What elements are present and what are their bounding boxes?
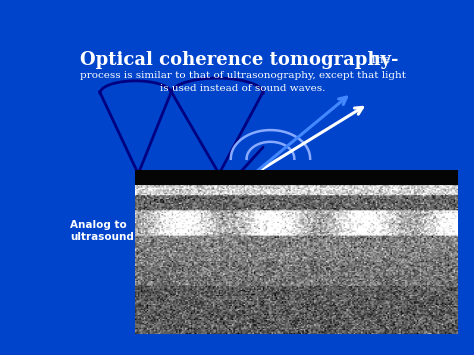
Text: The: The xyxy=(370,55,391,65)
Text: Analog to
ultrasound: Analog to ultrasound xyxy=(70,220,134,242)
Text: Optical coherence tomography-: Optical coherence tomography- xyxy=(80,51,399,69)
Text: process is similar to that of ultrasonography, except that light
is used instead: process is similar to that of ultrasonog… xyxy=(80,71,406,93)
